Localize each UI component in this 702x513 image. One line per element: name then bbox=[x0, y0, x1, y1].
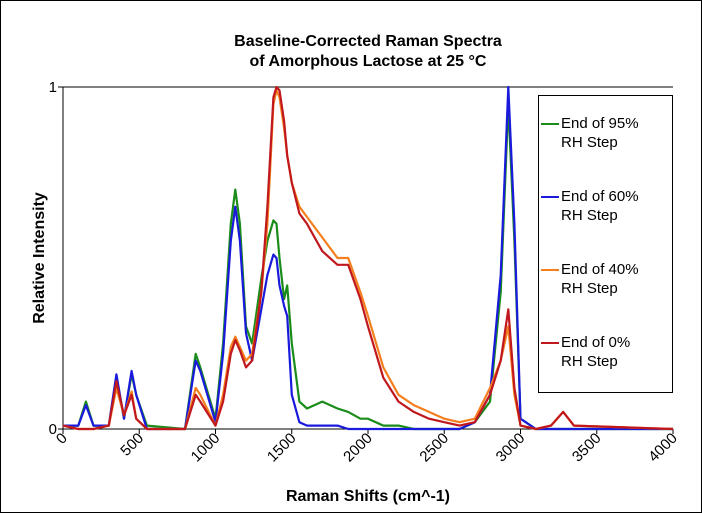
legend: End of 95% RH Step End of 60% RH Step End … bbox=[538, 95, 673, 393]
x-tick-label: 1000 bbox=[188, 430, 224, 466]
chart-title: of Amorphous Lactose at 25 °C bbox=[250, 53, 487, 70]
legend-entry: End of 95% RH Step bbox=[541, 114, 656, 152]
chart-title: Baseline-Corrected Raman Spectra bbox=[234, 33, 502, 50]
y-tick-label: 0 bbox=[49, 421, 57, 438]
legend-swatch bbox=[541, 342, 559, 344]
x-tick-label: 2000 bbox=[340, 430, 376, 466]
legend-entry: End of 0% RH Step bbox=[541, 333, 656, 371]
legend-swatch bbox=[541, 269, 559, 271]
legend-label: End of 95% RH Step bbox=[561, 115, 639, 151]
x-tick-label: 3000 bbox=[493, 430, 529, 466]
x-tick-label: 500 bbox=[117, 430, 147, 460]
legend-swatch bbox=[541, 196, 559, 198]
legend-label: End of 40% RH Step bbox=[561, 261, 639, 297]
x-tick-label: 2500 bbox=[416, 430, 452, 466]
legend-entry: End of 40% RH Step bbox=[541, 260, 656, 298]
x-tick-label: 1500 bbox=[264, 430, 300, 466]
x-axis-title: Raman Shifts (cm^-1) bbox=[286, 488, 450, 505]
legend-label: End of 0% RH Step bbox=[561, 334, 631, 370]
x-tick-label: 4000 bbox=[645, 430, 681, 466]
legend-swatch bbox=[541, 123, 559, 125]
x-tick-label: 3500 bbox=[569, 430, 605, 466]
y-axis-title: Relative Intensity bbox=[31, 192, 48, 324]
legend-entry: End of 60% RH Step bbox=[541, 187, 656, 225]
x-tick-label: 0 bbox=[53, 430, 71, 448]
series-line bbox=[62, 85, 674, 431]
series-line bbox=[63, 85, 673, 431]
legend-label: End of 60% RH Step bbox=[561, 188, 639, 224]
y-tick-label: 1 bbox=[49, 79, 57, 96]
